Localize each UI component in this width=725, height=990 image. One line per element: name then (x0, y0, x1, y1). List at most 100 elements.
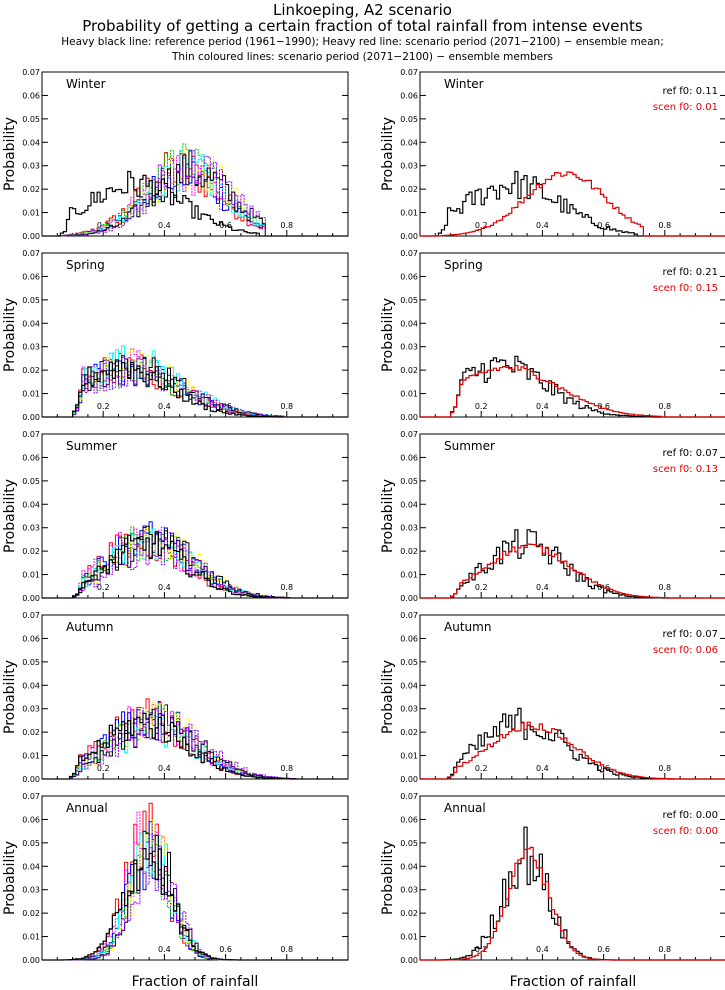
panel-annual-members: 0.000.010.020.030.040.050.060.070.2 0.4 0.… (2, 792, 349, 965)
x-tick-label: 0.2 (475, 945, 488, 954)
season-label: Autumn (444, 620, 491, 634)
season-label: Summer (66, 439, 117, 453)
y-axis-label: Probability (2, 841, 18, 915)
y-tick-label: 0.07 (400, 249, 418, 258)
y-tick-label: 0.06 (22, 91, 40, 100)
season-label: Annual (66, 801, 108, 815)
y-tick-label: 0.00 (400, 594, 418, 603)
member-series-line (42, 819, 348, 961)
y-tick-label: 0.05 (400, 115, 418, 124)
scenario-mean-series-line (420, 846, 725, 961)
panel-spring-members: 0.00 0.01 0.02 0.03 0.04 0.05 0.06 0.07 0.2 0.4 0.… (2, 249, 349, 422)
x-tick-label: 0.2 (97, 402, 110, 411)
x-tick-label: 0.4 (158, 945, 171, 954)
ref-f0-label: ref f0: 0.11 (663, 86, 718, 97)
y-tick-label: 0.01 (22, 390, 40, 399)
x-tick-label: 0.6 (597, 221, 610, 230)
y-tick-label: 0.05 (400, 477, 418, 486)
x-tick-label: 0.2 (475, 221, 488, 230)
y-axis-label: Probability (380, 479, 396, 553)
y-axis-label: Probability (380, 660, 396, 734)
y-tick-label: 0.05 (22, 658, 40, 667)
y-tick-label: 0.05 (22, 839, 40, 848)
y-tick-label: 0.03 (400, 705, 418, 714)
y-axis-label: Probability (2, 117, 18, 191)
y-tick-label: 0.04 (400, 138, 418, 147)
ref-f0-label: ref f0: 0.00 (663, 810, 718, 821)
chart-title: Linkoeping, A2 scenario (273, 1, 452, 19)
y-tick-label: 0.02 (22, 909, 40, 918)
y-tick-label: 0.00 (400, 956, 418, 965)
member-series-line (42, 150, 348, 237)
x-tick-label: 0.8 (280, 583, 293, 592)
x-tick-label: 0.8 (280, 402, 293, 411)
y-axis-label: Probability (2, 660, 18, 734)
y-tick-label: 0.04 (22, 862, 40, 871)
scen-f0-label: scen f0: 0.01 (653, 102, 718, 113)
x-tick-label: 0.4 (158, 221, 171, 230)
scen-f0-label: scen f0: 0.15 (653, 283, 718, 294)
y-tick-label: 0.03 (400, 162, 418, 171)
panel-spring-means: 0.00 0.01 0.02 0.03 0.04 0.05 0.06 0.07 0.2 0.4 0.… (380, 249, 725, 422)
x-tick-label: 0.2 (97, 583, 110, 592)
x-axis-label: Fraction of rainfall (132, 974, 259, 990)
season-label: Winter (444, 77, 484, 91)
y-tick-label: 0.02 (400, 185, 418, 194)
y-axis-label: Probability (380, 298, 396, 372)
ref-f0-label: ref f0: 0.21 (663, 267, 718, 278)
scen-f0-label: scen f0: 0.00 (653, 826, 718, 837)
y-tick-label: 0.00 (400, 775, 418, 784)
ref-f0-label: ref f0: 0.07 (663, 448, 718, 459)
member-series-line (42, 802, 348, 961)
y-tick-label: 0.01 (400, 390, 418, 399)
y-tick-label: 0.00 (22, 232, 40, 241)
member-series-line (42, 150, 348, 237)
x-tick-label: 0.4 (536, 221, 549, 230)
y-tick-label: 0.04 (22, 500, 40, 509)
y-tick-label: 0.03 (400, 343, 418, 352)
y-tick-label: 0.01 (22, 571, 40, 580)
y-tick-label: 0.06 (22, 453, 40, 462)
y-axis-label: Probability (2, 479, 18, 553)
x-tick-label: 0.8 (658, 764, 671, 773)
y-axis-label: Probability (380, 841, 396, 915)
y-tick-label: 0.06 (400, 453, 418, 462)
x-tick-label: 0.8 (658, 583, 671, 592)
reference-series-line (42, 170, 348, 237)
y-tick-label: 0.03 (400, 886, 418, 895)
x-tick-label: 0.8 (658, 402, 671, 411)
y-axis-label: Probability (2, 298, 18, 372)
y-tick-label: 0.06 (400, 272, 418, 281)
y-tick-label: 0.07 (22, 68, 40, 77)
legend-note-heavy-lines: Heavy black line: reference period (1961… (61, 36, 664, 48)
y-tick-label: 0.03 (22, 343, 40, 352)
chart-subtitle: Probability of getting a certain fractio… (82, 17, 643, 35)
y-tick-label: 0.04 (22, 319, 40, 328)
y-tick-label: 0.07 (22, 792, 40, 801)
member-series-line (42, 811, 348, 961)
y-tick-label: 0.06 (400, 91, 418, 100)
y-tick-label: 0.05 (22, 296, 40, 305)
y-tick-label: 0.00 (400, 232, 418, 241)
ref-f0-label: ref f0: 0.07 (663, 629, 718, 640)
y-tick-label: 0.07 (400, 792, 418, 801)
season-label: Autumn (66, 620, 113, 634)
member-series-line (42, 833, 348, 961)
y-tick-label: 0.00 (22, 594, 40, 603)
member-series-line (42, 358, 348, 418)
y-tick-label: 0.05 (22, 477, 40, 486)
x-tick-label: 0.8 (280, 764, 293, 773)
y-tick-label: 0.02 (22, 185, 40, 194)
y-tick-label: 0.04 (400, 500, 418, 509)
y-tick-label: 0.00 (22, 775, 40, 784)
x-tick-label: 0.4 (536, 945, 549, 954)
season-label: Summer (444, 439, 495, 453)
season-label: Spring (66, 258, 105, 272)
x-tick-label: 0.4 (536, 402, 549, 411)
member-series-line (42, 821, 348, 961)
member-series-line (42, 833, 348, 961)
y-tick-label: 0.02 (400, 547, 418, 556)
y-tick-label: 0.04 (22, 138, 40, 147)
y-tick-label: 0.03 (22, 162, 40, 171)
x-tick-label: 0.2 (475, 583, 488, 592)
